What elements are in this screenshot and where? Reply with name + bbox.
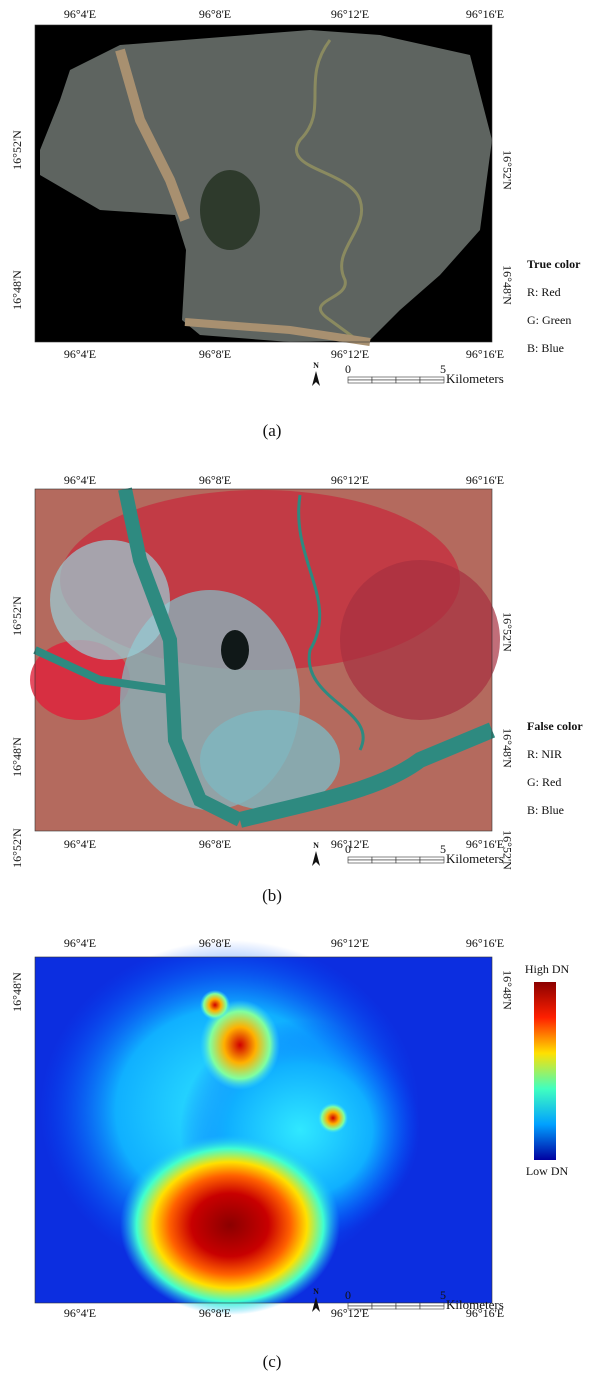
scale-bar-segment bbox=[372, 860, 396, 863]
scale-tick: 0 bbox=[345, 362, 351, 376]
dn-heatmap bbox=[35, 940, 492, 1315]
lat-label-left: 16°48'N bbox=[10, 270, 24, 310]
lon-label-bottom: 96°8'E bbox=[199, 1306, 231, 1320]
lat-label-left: 16°48'N bbox=[10, 737, 24, 777]
scale-unit: Kilometers bbox=[446, 1297, 504, 1312]
lon-label-top: 96°4'E bbox=[64, 7, 96, 21]
scale-bar-segment bbox=[420, 377, 444, 380]
lon-label-top: 96°16'E bbox=[466, 7, 504, 21]
true-color-image bbox=[35, 25, 492, 342]
legend-item: G: Green bbox=[527, 313, 571, 327]
legend-item: R: NIR bbox=[527, 747, 562, 761]
scale-bar-segment bbox=[372, 1303, 396, 1306]
lon-label-top: 96°8'E bbox=[199, 7, 231, 21]
caption: (c) bbox=[263, 1352, 282, 1371]
lat-label-left: 16°48'N bbox=[10, 972, 24, 1012]
scale-bar-segment bbox=[372, 1306, 396, 1309]
lon-label-top: 96°16'E bbox=[466, 473, 504, 487]
scale-bar-segment bbox=[348, 1306, 372, 1309]
scale-bar-segment bbox=[372, 377, 396, 380]
lon-label-bottom: 96°4'E bbox=[64, 1306, 96, 1320]
caption: (a) bbox=[263, 421, 282, 440]
legend-item: G: Red bbox=[527, 775, 561, 789]
scale-bar-segment bbox=[420, 380, 444, 383]
scale-unit: Kilometers bbox=[446, 851, 504, 866]
lat-label-right: 16°48'N bbox=[500, 728, 514, 768]
figure: 96°4'E 96°4'E 96°8'E 96°8'E 96°12'E 96°12'E 96… bbox=[0, 0, 592, 1375]
lon-label-bottom: 96°8'E bbox=[199, 347, 231, 361]
scale-bar-segment bbox=[396, 1306, 420, 1309]
scale-bar-segment bbox=[348, 1303, 372, 1306]
lat-label-left: 16°52'N bbox=[10, 828, 24, 868]
scale-bar-segment bbox=[420, 857, 444, 860]
scale-bar-segment bbox=[396, 377, 420, 380]
legend-title: True color bbox=[527, 257, 581, 271]
north-arrow bbox=[312, 851, 320, 866]
lon-label-bottom: 96°4'E bbox=[64, 347, 96, 361]
north-label: N bbox=[313, 841, 319, 850]
lon-label-top: 96°8'E bbox=[199, 473, 231, 487]
scale-bar-segment bbox=[396, 1303, 420, 1306]
north-label: N bbox=[313, 361, 319, 370]
lon-label-top: 96°8'E bbox=[199, 936, 231, 950]
lon-label-bottom: 96°16'E bbox=[466, 347, 504, 361]
scale-bar-segment bbox=[348, 857, 372, 860]
scale-bar-segment bbox=[348, 860, 372, 863]
lat-label-right: 16°52'N bbox=[500, 612, 514, 652]
lon-label-top: 96°4'E bbox=[64, 473, 96, 487]
lon-label-top: 96°12'E bbox=[331, 936, 369, 950]
scale-bar-segment bbox=[420, 1303, 444, 1306]
lon-label-bottom: 96°16'E bbox=[466, 837, 504, 851]
false-color-image bbox=[30, 489, 500, 831]
lon-label-top: 96°4'E bbox=[64, 936, 96, 950]
lon-label-bottom: 96°12'E bbox=[331, 347, 369, 361]
lon-label-bottom: 96°8'E bbox=[199, 837, 231, 851]
legend-item: B: Blue bbox=[527, 803, 564, 817]
legend-title: False color bbox=[527, 719, 583, 733]
scale-bar-segment bbox=[348, 377, 372, 380]
scale-unit: Kilometers bbox=[446, 371, 504, 386]
lon-label-top: 96°16'E bbox=[466, 936, 504, 950]
scale-bar-segment bbox=[372, 380, 396, 383]
lon-label-bottom: 96°4'E bbox=[64, 837, 96, 851]
legend-high: High DN bbox=[525, 962, 570, 976]
lat-label-right: 16°52'N bbox=[500, 830, 514, 870]
caption: (b) bbox=[262, 886, 282, 905]
lat-label-right: 16°52'N bbox=[500, 150, 514, 190]
lon-label-top: 96°12'E bbox=[331, 473, 369, 487]
north-label: N bbox=[313, 1287, 319, 1296]
scale-tick: 0 bbox=[345, 1288, 351, 1302]
north-arrow bbox=[312, 371, 320, 386]
lat-label-right: 16°48'N bbox=[500, 970, 514, 1010]
scale-bar-segment bbox=[396, 857, 420, 860]
lat-label-left: 16°52'N bbox=[10, 596, 24, 636]
scale-bar-segment bbox=[420, 1306, 444, 1309]
lon-label-top: 96°12'E bbox=[331, 7, 369, 21]
lat-label-left: 16°52'N bbox=[10, 130, 24, 170]
scale-tick: 0 bbox=[345, 842, 351, 856]
legend-item: B: Blue bbox=[527, 341, 564, 355]
scale-bar-segment bbox=[372, 857, 396, 860]
scale-bar-segment bbox=[396, 860, 420, 863]
lat-label-right: 16°48'N bbox=[500, 265, 514, 305]
legend-low: Low DN bbox=[526, 1164, 569, 1178]
legend-item: R: Red bbox=[527, 285, 561, 299]
scale-bar-segment bbox=[348, 380, 372, 383]
color-bar bbox=[534, 982, 556, 1160]
scale-bar-segment bbox=[396, 380, 420, 383]
scale-bar-segment bbox=[420, 860, 444, 863]
